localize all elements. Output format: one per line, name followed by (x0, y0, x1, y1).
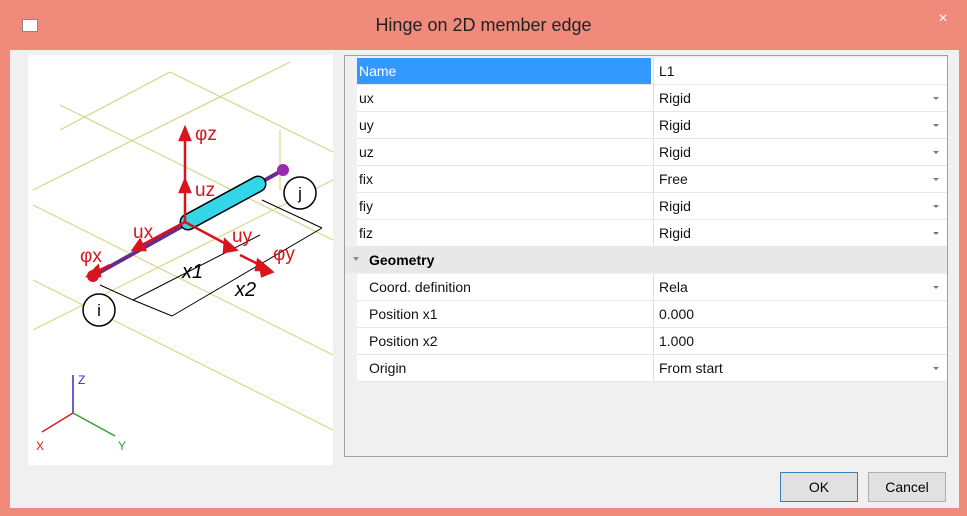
diagram: φz uz ux uy φx φy x1 x2 i j Z X Y (28, 55, 333, 465)
separator (653, 85, 654, 111)
label: ux (133, 222, 154, 243)
property-name: fiz (359, 225, 373, 241)
separator (653, 328, 654, 354)
separator (653, 166, 654, 192)
axis-label: Z (78, 373, 85, 387)
property-name: Coord. definition (369, 279, 471, 295)
property-row[interactable]: fiz Rigid (357, 220, 947, 247)
separator (653, 58, 654, 84)
property-value: Free (659, 171, 688, 187)
separator (653, 112, 654, 138)
property-value: From start (659, 360, 723, 376)
section-title: Geometry (369, 252, 435, 268)
property-row[interactable]: ux Rigid (357, 85, 947, 112)
ok-button[interactable]: OK (780, 472, 858, 502)
property-name: Position x2 (369, 333, 438, 349)
separator (653, 301, 654, 327)
property-name: ux (359, 90, 374, 106)
title: Hinge on 2D member edge (375, 15, 592, 35)
property-name: fiy (359, 198, 373, 214)
property-value: Rigid (659, 117, 691, 133)
dropdown-arrow[interactable] (933, 178, 939, 181)
property-grid: Name L1 ux Rigid uy Rigid uz Rigid fix Free fiy Rig… (344, 55, 948, 457)
dropdown-arrow[interactable] (933, 205, 939, 208)
separator (653, 139, 654, 165)
close-button[interactable]: × (938, 10, 948, 27)
property-row[interactable]: Position x1 0.000 (357, 301, 947, 328)
property-value: Rigid (659, 198, 691, 214)
property-name: fix (359, 171, 373, 187)
collapse-icon[interactable] (353, 257, 359, 261)
separator (653, 220, 654, 246)
separator (653, 274, 654, 300)
property-name: Position x1 (369, 306, 438, 322)
label: φz (195, 124, 217, 145)
dropdown-arrow[interactable] (933, 97, 939, 100)
property-row[interactable]: uz Rigid (357, 139, 947, 166)
dropdown-arrow[interactable] (933, 286, 939, 289)
property-name: Origin (369, 360, 407, 376)
property-row[interactable]: Position x2 1.000 (357, 328, 947, 355)
property-row[interactable]: fix Free (357, 166, 947, 193)
property-name: Name (357, 58, 651, 84)
property-value: Rigid (659, 225, 691, 241)
property-row[interactable]: Coord. definition Rela (357, 274, 947, 301)
property-row[interactable]: Name L1 (357, 58, 947, 85)
property-value: L1 (659, 63, 675, 79)
property-value: Rigid (659, 144, 691, 160)
label: j (297, 184, 302, 203)
property-name: uz (359, 144, 374, 160)
dropdown-arrow[interactable] (933, 367, 939, 370)
property-value: 1.000 (659, 333, 695, 349)
property-value: Rela (659, 279, 688, 295)
label: φx (80, 246, 102, 267)
cancel-button[interactable]: Cancel (868, 472, 946, 502)
property-row[interactable]: Origin From start (357, 355, 947, 382)
property-row[interactable]: fiy Rigid (357, 193, 947, 220)
property-name: uy (359, 117, 374, 133)
label: uy (232, 226, 253, 247)
dropdown-arrow[interactable] (933, 232, 939, 235)
dropdown-arrow[interactable] (933, 151, 939, 154)
axis-label: Y (118, 439, 126, 453)
window-icon (22, 19, 38, 32)
property-value: 0.000 (659, 306, 695, 322)
label: x2 (234, 279, 256, 301)
label: x1 (181, 261, 203, 283)
section-header: Geometry (345, 247, 947, 273)
axis-label: X (36, 439, 44, 453)
label: i (97, 301, 101, 320)
property-value: Rigid (659, 90, 691, 106)
label: uz (195, 180, 215, 201)
dropdown-arrow[interactable] (933, 124, 939, 127)
property-row[interactable]: uy Rigid (357, 112, 947, 139)
separator (653, 355, 654, 381)
separator (653, 193, 654, 219)
label: φy (273, 244, 295, 265)
